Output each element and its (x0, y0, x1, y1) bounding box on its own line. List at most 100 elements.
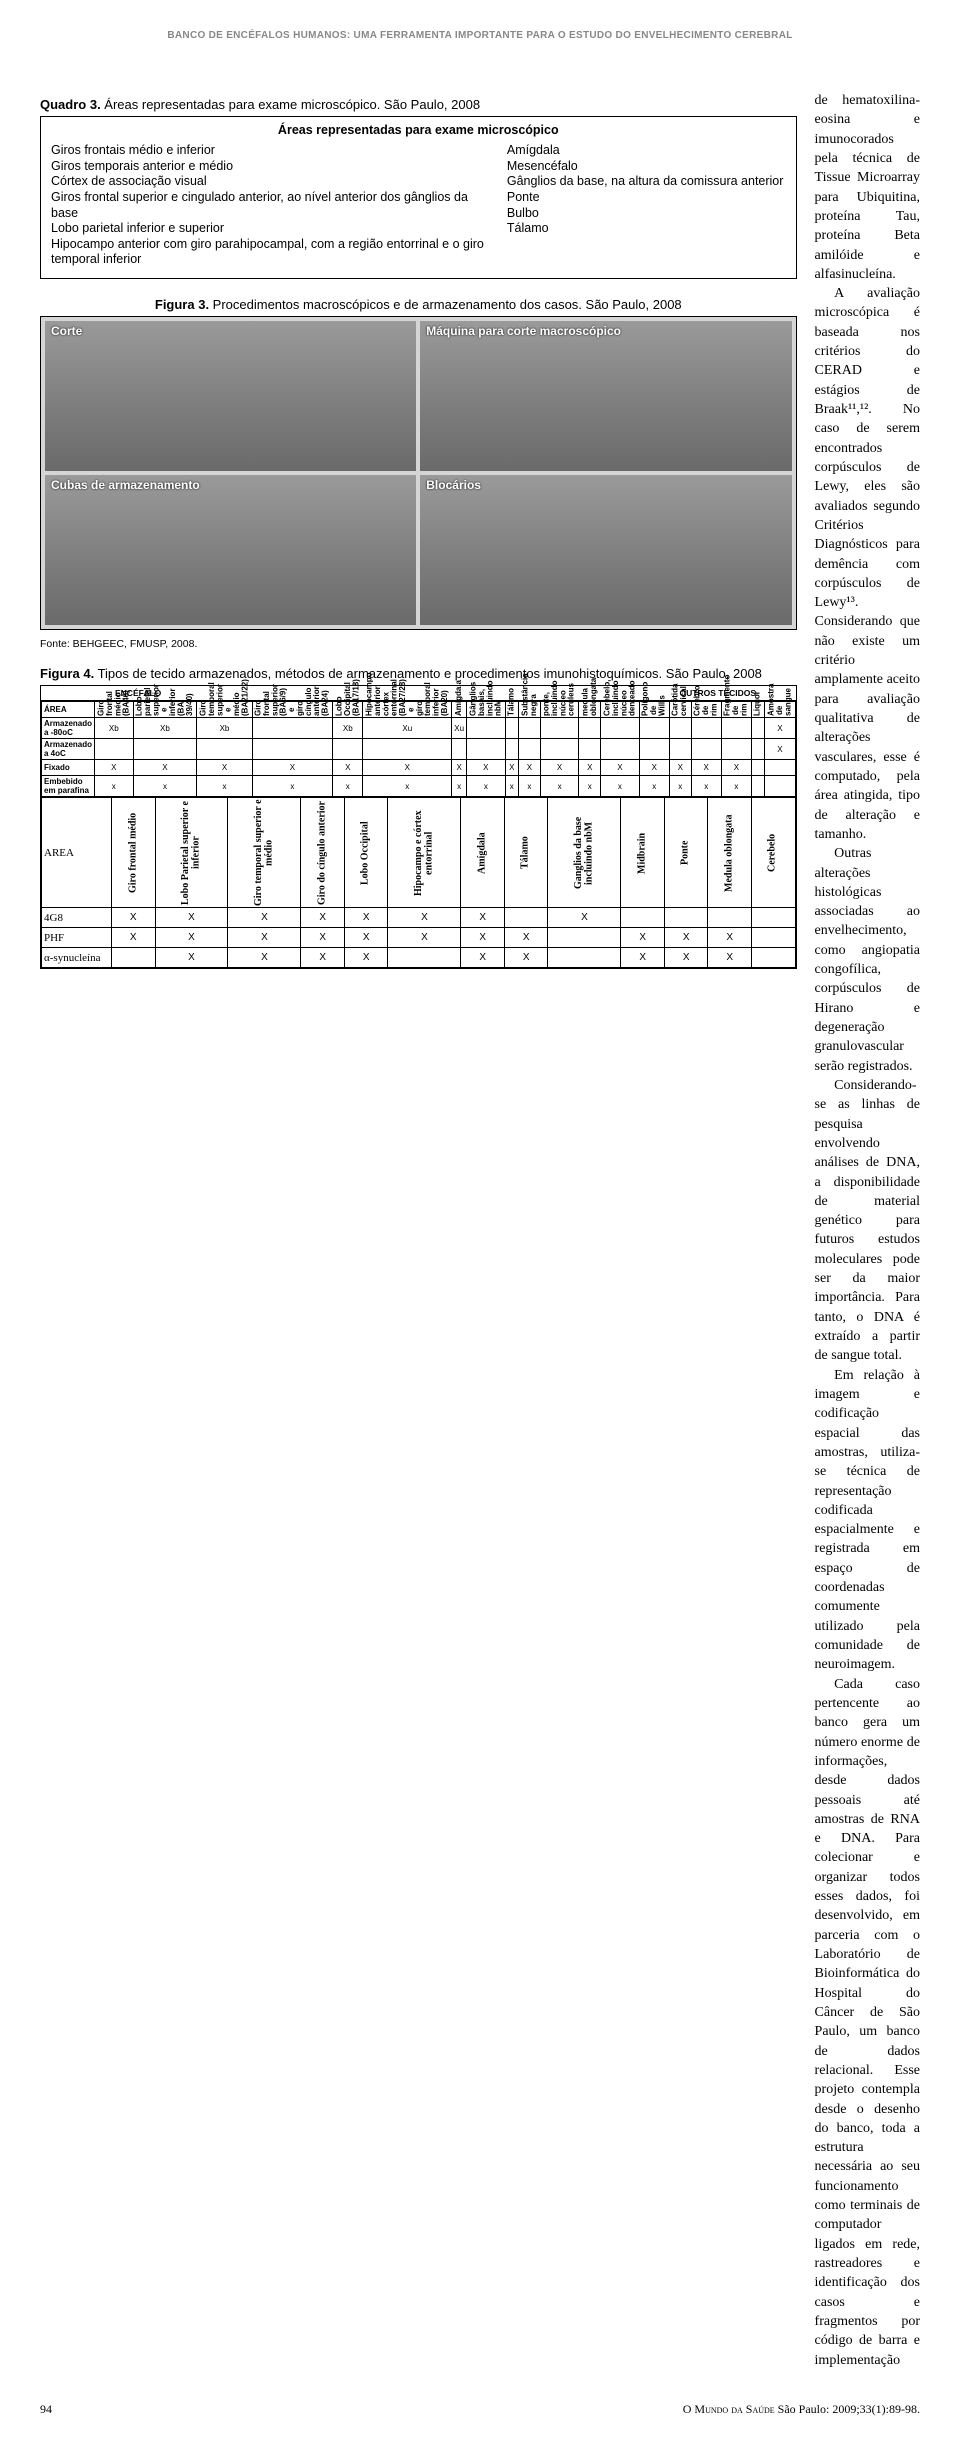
figura4-cell (252, 718, 333, 739)
figura4-cell (751, 718, 764, 739)
figura4-cell: x (669, 776, 691, 797)
figura4-cell (751, 776, 764, 797)
figura4-col-header: Lobo Occipital (344, 798, 388, 908)
figura4-caption: Figura 4. Tipos de tecido armazenados, m… (40, 666, 797, 681)
quadro3-l-item: Hipocampo anterior com giro parahipocamp… (51, 237, 497, 268)
table-row: Embebido em parafinaxxxxxxxxxxxxxxxxx (42, 776, 796, 797)
body-paragraph: de hematoxilina-eosina e imunocorados pe… (815, 91, 920, 284)
figura4-cell: x (721, 776, 751, 797)
figura4-col-header: Carótida cervical (669, 702, 691, 718)
figura4-cell: x (519, 776, 541, 797)
figura4-col-header: Giro frontal médio (BA46) (95, 702, 134, 718)
figura4-cell (388, 948, 461, 968)
page-footer: 94 O Mundo da Saúde São Paulo: 2009;33(1… (40, 2402, 920, 2417)
figura3-panel-label: Máquina para corte macroscópico (426, 324, 621, 338)
figura4-col-header: Tálamo (504, 798, 548, 908)
figura4-cell (601, 739, 640, 760)
figura4-cell (540, 718, 579, 739)
figura4-cell: X (301, 908, 345, 928)
body-paragraph: Outras alterações histológicas associada… (815, 844, 920, 1076)
figura4-col-header: Cérebro de rim (691, 702, 721, 718)
figura4-col-header: Giro temporal superior e médio (BA21/22) (197, 702, 252, 718)
figura4-col-header: Hipocampo e córtex entorrinal (388, 798, 461, 908)
figura4-cell: Xb (197, 718, 252, 739)
figura4-cell: X (504, 928, 548, 948)
figura4-cell: x (505, 776, 518, 797)
figura4-cell: x (601, 776, 640, 797)
table-row: Armazenado a 4oCX (42, 739, 796, 760)
figura4-cell (197, 739, 252, 760)
figura4-col-header: Ganglios da base incluindo nbM (548, 798, 621, 908)
body-paragraph: A avaliação microscópica é baseada nos c… (815, 284, 920, 844)
figura4-col-header: Giro do cíngulo anterior (301, 798, 345, 908)
quadro3-l-item: Lobo parietal inferior e superior (51, 221, 497, 237)
figura4-cell (452, 739, 467, 760)
figura4-cell: X (155, 948, 228, 968)
figura4-cell: X (363, 760, 452, 776)
quadro3-r-item: Bulbo (507, 206, 786, 222)
figura4-cell: X (301, 948, 345, 968)
figura4-cell: x (639, 776, 669, 797)
table-row: FixadoXXXXXXXXXXXXXXXXX (42, 760, 796, 776)
figura3-panel-corte: Corte (45, 321, 416, 471)
figura4-cell: X (133, 760, 197, 776)
figura4-cell (519, 739, 541, 760)
figura4-col-header: Amígdala (461, 798, 505, 908)
figura4-cell: X (664, 948, 708, 968)
figura4-cell (765, 760, 795, 776)
figura4-cell: x (333, 776, 363, 797)
figura4-col-header: Cerebelo, incluindo núcleo denteado (601, 702, 640, 718)
figura4-row-label: Armazenado a 4oC (42, 739, 95, 760)
figura4-cell (691, 718, 721, 739)
body-paragraph: Cada caso pertencente ao banco gera um n… (815, 1675, 920, 2370)
figura4-cell (669, 739, 691, 760)
figura4-col-header: Lobo Parietal superior e inferior (155, 798, 228, 908)
figura4-cell: x (133, 776, 197, 797)
figura4-cell: X (95, 760, 134, 776)
figura4-cell: X (579, 760, 601, 776)
figura4-cell: X (691, 760, 721, 776)
figura4-cell: X (601, 760, 640, 776)
figura4-col-header: Lobo Occipital (BA17/18) (333, 702, 363, 718)
figura4-table2: AREAGiro frontal médioLobo Parietal supe… (41, 797, 796, 968)
body-paragraph: Considerando-se as linhas de pesquisa en… (815, 1076, 920, 1366)
figura4-cell: X (388, 928, 461, 948)
figura4-cell: X (639, 760, 669, 776)
figura4-cell: X (333, 760, 363, 776)
figura4-cell: x (579, 776, 601, 797)
figura4-cell: X (504, 948, 548, 968)
figura4-row-label: PHF (42, 928, 112, 948)
figura4-col-header: Liquor (751, 702, 764, 718)
figura4-cell: X (669, 760, 691, 776)
figura4-cell: x (540, 776, 579, 797)
figura4-cell: X (467, 760, 506, 776)
figura4-cell (363, 739, 452, 760)
table-row: 4G8XXXXXXXX (42, 908, 796, 928)
right-column: de hematoxilina-eosina e imunocorados pe… (815, 91, 920, 2370)
figura4-cell: X (519, 760, 541, 776)
figura4-cell: X (505, 760, 518, 776)
figura4-row-label: Embebido em parafina (42, 776, 95, 797)
figura4-cell (751, 928, 795, 948)
figura4-cell: X (197, 760, 252, 776)
figura4-cell (751, 739, 764, 760)
figura4-cell: x (95, 776, 134, 797)
figura3-caption-rest: Procedimentos macroscópicos e de armazen… (209, 297, 682, 312)
figura4-cell: X (112, 908, 156, 928)
figura4-cell (95, 739, 134, 760)
figura3-caption-bold: Figura 3. (155, 297, 209, 312)
figura4-col-header: Giro temporal superior e médio (228, 798, 301, 908)
figura4-cell: X (461, 908, 505, 928)
figura4-cell: X (344, 928, 388, 948)
figura4-cell (708, 908, 752, 928)
figura4-cell (664, 908, 708, 928)
figura4-cell: X (621, 948, 665, 968)
figura4-cell: X (621, 928, 665, 948)
figura4-cell: X (548, 908, 621, 928)
figura4-cell: X (344, 948, 388, 968)
figura3-panel-label: Corte (51, 324, 82, 338)
quadro3-r-item: Mesencéfalo (507, 159, 786, 175)
figura4-cell: X (708, 948, 752, 968)
figura4-cell (467, 718, 506, 739)
figura4-col-header: Substância negra (519, 702, 541, 718)
